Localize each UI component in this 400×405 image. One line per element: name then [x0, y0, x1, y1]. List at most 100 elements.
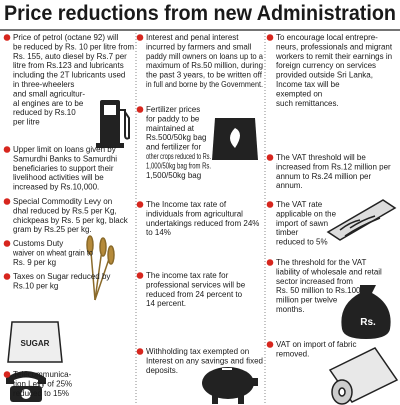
bullet: [136, 34, 144, 41]
item-text: applicable on the: [276, 209, 337, 218]
item-text: for paddy to be: [146, 114, 200, 123]
item-text: deposits.: [146, 366, 178, 375]
bullet: [266, 34, 274, 41]
item-text: 1,000/50kg bag from Rs.: [146, 161, 211, 170]
sugar-bag-icon: SUGAR: [7, 321, 63, 363]
item-text: to 14%: [146, 228, 171, 237]
bullet: [3, 273, 11, 280]
item-text: be reduced by Rs. 10 per litre from: [13, 42, 134, 51]
item-text: To encourage local entrepre-: [276, 33, 378, 42]
item-text: The VAT threshold will be: [276, 153, 366, 162]
item-text: reduced to 15%: [13, 389, 69, 398]
item-text: neurs, professionals and migrant: [276, 42, 393, 51]
item-text: Interest on any savings and fixed: [146, 356, 263, 365]
item-text: Withholding tax exempted on: [146, 347, 249, 356]
bullet: [136, 201, 144, 208]
bullet: [266, 259, 274, 266]
item-text: incurred by farmers and small: [146, 42, 252, 51]
item-text: and small agricultur-: [13, 89, 85, 98]
timber-icon: [326, 199, 397, 241]
item-text: annum to Rs.24 million per: [276, 172, 371, 181]
fuel-pump-icon: [96, 100, 130, 148]
item-text: Rs. 50 million to Rs.100: [276, 286, 361, 295]
item-text: litre from Rs.123 and lubricants: [13, 61, 124, 70]
item-text: Fertilizer prices: [146, 105, 200, 114]
bullet: [136, 348, 144, 355]
item-text: in three-wheelers: [13, 80, 74, 89]
item-text: foreign currency on services: [276, 61, 376, 70]
item-text: Rs.10 per kg: [13, 281, 58, 290]
item-text: al engines are to be: [13, 99, 84, 108]
bullet: [3, 146, 11, 153]
bullet: [3, 34, 11, 41]
item-text: VAT on import of fabric: [276, 340, 356, 349]
item-text: sector increased from: [276, 277, 353, 286]
item-text: exempted on: [276, 89, 322, 98]
item-text: increased from Rs.12 million per: [276, 162, 391, 171]
bullet: [266, 341, 274, 348]
wheat-icon: [86, 235, 115, 301]
item-text: Samurdhi Banks to Samurdhi: [13, 154, 117, 163]
item-text: livelihood activities will be: [13, 173, 104, 182]
item-text: import of sawn: [276, 219, 328, 228]
bullet: [266, 201, 274, 208]
item-text: Rs. 155, auto diesel by Rs.7 per: [13, 52, 127, 61]
item-text: the past 3 years, to be written off: [146, 71, 263, 80]
item-text: reduced to 5%: [276, 238, 328, 247]
telephone-icon: [6, 371, 46, 402]
item-text: reduced from 24 percent to: [146, 290, 243, 299]
item-text: and fertilizer for: [146, 143, 201, 152]
item-text: months.: [276, 305, 304, 314]
item-text: maximum of Rs.50 million, during: [146, 61, 263, 70]
bullet: [3, 240, 11, 247]
item-text: Upper limit on loans given by: [13, 145, 116, 154]
item-text: such remittances.: [276, 99, 339, 108]
item-text: timber: [276, 228, 299, 237]
item-text: undertakings reduced from 24%: [146, 219, 259, 228]
item-text: paddy mill owners on loans up to a: [146, 52, 264, 61]
item-text: waiver on wheat grain to: [12, 248, 93, 257]
fabric-roll-icon: [328, 347, 399, 405]
item-text: in full and borne by the Government.: [146, 80, 263, 89]
item-text: workers to remit their earnings in: [275, 52, 392, 61]
bullet: [266, 154, 274, 161]
item-text: tion Levy of 25%: [13, 379, 72, 388]
item-text: provided outside Sri Lanka,: [276, 71, 373, 80]
item-text: other crops reduced to Rs.: [146, 152, 211, 161]
fertilizer-bag-icon: [212, 118, 258, 160]
item-text: beneficiaries to support their: [13, 164, 114, 173]
item-text: Telecommunica-: [13, 370, 72, 379]
bullet: [136, 106, 144, 113]
item-text: The threshold for the VAT: [276, 258, 367, 267]
item-text: gram by Rs.25 per kg.: [13, 225, 92, 234]
item-text: 1,500/50kg bag: [146, 171, 201, 180]
item-text: liability of wholesale and retail: [276, 267, 382, 276]
item-text: individuals from agricultural: [146, 209, 243, 218]
money-bag-label: Rs.: [360, 317, 376, 328]
item-text: dhal reduced by Rs.5 per Kg,: [13, 206, 117, 215]
item-text: per litre: [13, 118, 40, 127]
item-text: Special Commodity Levy on: [13, 197, 112, 206]
item-text: Price of petrol (octane 92) will: [13, 33, 119, 42]
item-text: Customs Duty: [13, 239, 63, 248]
title: Price reductions from new Administration: [4, 2, 396, 25]
bullet: [3, 198, 11, 205]
bullet: [136, 272, 144, 279]
item-text: chickpeas by Rs. 5 per kg, black: [13, 216, 129, 225]
piggy-bank-icon: [202, 367, 258, 404]
item-text: Interest and penal interest: [146, 33, 239, 42]
item-text: million per twelve: [276, 296, 338, 305]
item-text: The Income tax rate of: [146, 200, 227, 209]
item-text: removed.: [276, 349, 309, 358]
item-text: maintained at: [146, 124, 195, 133]
bullet: [3, 371, 11, 378]
item-text: increased by Rs.10,000.: [13, 183, 99, 192]
item-text: reduced by Rs.10: [13, 108, 76, 117]
item-text: Rs. 9 per kg: [13, 258, 56, 267]
item-text: professional services will be: [146, 280, 246, 289]
item-text: Income tax will be: [276, 80, 340, 89]
item-text: The income tax rate for: [146, 271, 229, 280]
item-text: including the 2T lubricants used: [13, 71, 125, 80]
